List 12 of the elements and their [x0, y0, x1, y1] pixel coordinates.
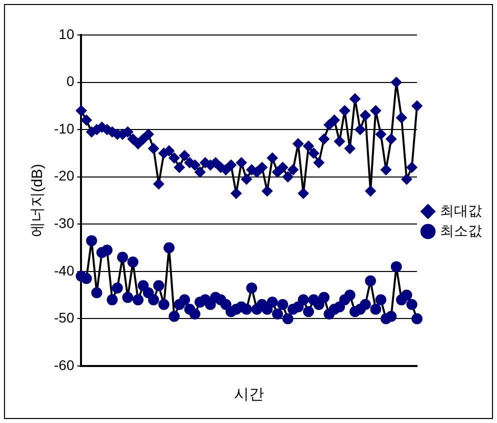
y-tick-label: -60: [54, 356, 74, 373]
y-axis-title: 에너지(dB): [29, 164, 46, 238]
y-tick-label: -40: [54, 262, 74, 278]
y-tick-label: 0: [66, 73, 74, 90]
legend-label: 최소값: [440, 222, 482, 238]
y-tick-label: -50: [54, 310, 74, 326]
y-tick-label: 10: [58, 26, 74, 42]
legend-label: 최대값: [440, 202, 482, 218]
y-tick-label: -30: [54, 215, 74, 231]
y-tick-label: -10: [54, 120, 74, 136]
y-tick-label: -20: [54, 168, 74, 184]
x-axis-title: 시간: [234, 386, 264, 404]
